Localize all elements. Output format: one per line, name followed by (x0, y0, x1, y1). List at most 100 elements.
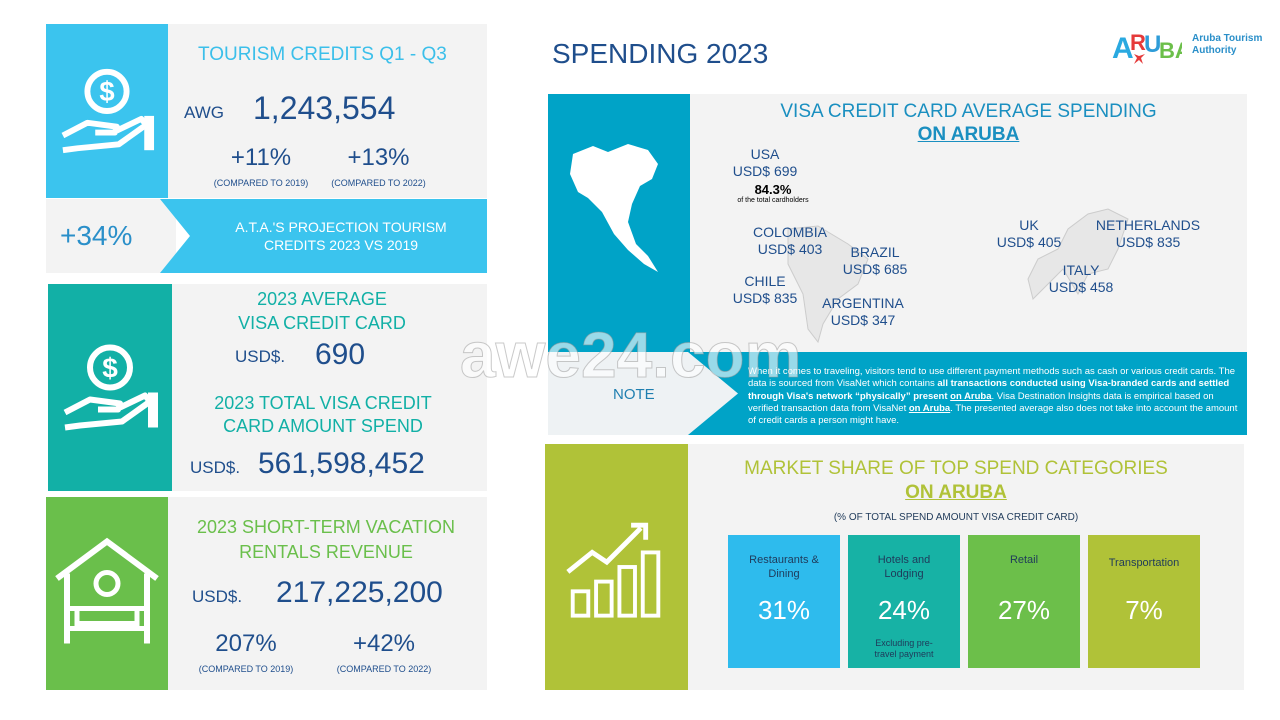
svg-text:BA: BA (1159, 38, 1182, 63)
country-value: USD$ 347 (830, 312, 896, 328)
market-title1: MARKET SHARE OF TOP SPEND CATEGORIES (744, 458, 1168, 479)
country-chile: CHILE USD$ 835 (720, 273, 810, 307)
rentals-title1: 2023 SHORT-TERM VACATION (196, 517, 456, 537)
change-2022: +13% (347, 144, 410, 171)
rentals-title2: RENTALS REVENUE (239, 542, 413, 562)
aruba-logo: ARUBA (1112, 26, 1191, 65)
svg-text:U: U (1144, 31, 1161, 58)
currency-label: USD$. (192, 587, 243, 606)
currency-label: USD$. (190, 458, 241, 477)
country-value: USD$ 835 (732, 290, 798, 306)
country-uk: UK USD$ 405 (984, 217, 1074, 251)
rentals-change-2022-note: (COMPARED TO 2022) (336, 664, 432, 674)
tile-restaurants: Restaurants & Dining 31% (728, 535, 840, 668)
projection-value: +34% (60, 220, 133, 251)
visa-avg-title2: VISA CREDIT CARD (238, 313, 406, 333)
visa-total-title1: 2023 TOTAL VISA CREDIT (214, 393, 432, 413)
tile-label: Retail (1009, 554, 1039, 566)
page-title: SPENDING 2023 (552, 38, 769, 69)
projection-line1: A.T.A.'S PROJECTION TOURISM (235, 219, 447, 235)
rentals-change-2019: 207% (215, 630, 277, 657)
country-name: ITALY (1062, 262, 1100, 278)
svg-text:$: $ (99, 76, 114, 107)
logo-text1: Aruba Tourism (1192, 33, 1263, 44)
tile-note: Excluding pre-travel payment (874, 638, 934, 659)
note-part: . Visa Destination Insights data is empi… (748, 390, 1214, 414)
visa-total-title2: CARD AMOUNT SPEND (223, 416, 423, 436)
tile-value: 27% (997, 595, 1051, 625)
country-value: USD$ 835 (1115, 234, 1181, 250)
visa-spending-panel: VISA CREDIT CARD AVERAGE SPENDING ON ARUB… (548, 94, 1247, 435)
tile-transportation: Transportation 7% (1088, 535, 1200, 668)
vacation-rentals-card: 2023 SHORT-TERM VACATION RENTALS REVENUE … (46, 497, 487, 690)
note-part: When it comes to traveling, visitors ten… (748, 366, 1236, 390)
country-value: USD$ 685 (842, 261, 908, 277)
visa-panel-title1: VISA CREDIT CARD AVERAGE SPENDING (780, 101, 1157, 122)
market-title2: ON ARUBA (905, 482, 1007, 503)
tile-label: Restaurants & Dining (749, 554, 819, 580)
note-underline: on Aruba (908, 402, 951, 414)
country-usa: USA USD$ 699 (720, 146, 810, 180)
currency-label: AWG (184, 103, 224, 122)
europe-map (1027, 208, 1129, 300)
currency-label: USD$. (235, 347, 286, 366)
country-value: USD$ 458 (1048, 279, 1114, 295)
country-name: NETHERLANDS (1095, 217, 1201, 233)
tourism-credits-card: $ TOURISM CREDITS Q1 - Q3 AWG 1,243,554 … (46, 24, 487, 273)
north-america-icon (570, 144, 658, 272)
tile-retail: Retail 27% (968, 535, 1080, 668)
projection-line2: CREDITS 2023 VS 2019 (263, 237, 419, 253)
svg-text:R: R (1130, 30, 1146, 55)
change-2019: +11% (230, 144, 292, 171)
tile-value: 31% (757, 595, 811, 625)
country-name: CHILE (744, 273, 786, 289)
note-part: . The presented average also does not ta… (748, 402, 1238, 427)
country-value: USD$ 405 (996, 234, 1062, 250)
credits-title: TOURISM CREDITS Q1 - Q3 (198, 44, 447, 65)
svg-text:A: A (1112, 32, 1134, 64)
country-argentina: ARGENTINA USD$ 347 (816, 295, 910, 329)
usa-share-note: of the total cardholders (737, 197, 809, 204)
rentals-change-2022: +42% (352, 630, 416, 657)
rentals-change-2019-note: (COMPARED TO 2019) (198, 664, 294, 674)
tile-hotels: Hotels and Lodging 24% Excluding pre-trave… (848, 535, 960, 668)
money-hand-icon: $ (46, 24, 168, 198)
logo-text2: Authority (1192, 45, 1237, 56)
watermark: awe24.com (460, 319, 803, 392)
projection-banner (160, 199, 487, 273)
tile-value: 7% (1125, 595, 1163, 625)
change-2019-note: (COMPARED TO 2019) (213, 178, 309, 188)
note-text: When it comes to traveling, visitors ten… (748, 366, 1238, 427)
tile-label: Hotels and Lodging (877, 554, 931, 580)
note-bold: all transactions conducted using Visa-br… (748, 378, 1230, 402)
note-underline: on Aruba (950, 390, 992, 402)
house-bed-icon (46, 497, 168, 690)
country-colombia: COLOMBIA USD$ 403 (745, 224, 835, 258)
growth-chart-icon (545, 444, 688, 690)
credits-amount: 1,243,554 (253, 90, 396, 126)
visa-avg-title1: 2023 AVERAGE (257, 289, 387, 309)
country-name: COLOMBIA (753, 224, 827, 240)
note-label: NOTE (613, 386, 655, 403)
country-name: BRAZIL (850, 244, 900, 260)
visa-total-amount: 561,598,452 (258, 447, 425, 480)
country-value: USD$ 403 (757, 241, 823, 257)
market-subtitle: (% OF TOTAL SPEND AMOUNT VISA CREDIT CAR… (833, 512, 1079, 523)
country-name: UK (1019, 217, 1039, 233)
americas-map-box (548, 94, 690, 352)
rentals-amount: 217,225,200 (276, 576, 443, 609)
money-hand-icon: $ (48, 284, 172, 491)
south-america-map (787, 225, 869, 344)
visa-avg-amount: 690 (315, 338, 366, 371)
visa-panel-title2: ON ARUBA (917, 124, 1020, 145)
tile-value: 24% (877, 595, 931, 625)
country-italy: ITALY USD$ 458 (1036, 262, 1126, 296)
tile-label: Transportation (1108, 557, 1180, 569)
country-value: USD$ 699 (732, 163, 798, 179)
visa-average-card: $ 2023 AVERAGE VISA CREDIT CARD USD$. 690… (48, 284, 487, 491)
svg-text:$: $ (102, 353, 118, 384)
country-name: ARGENTINA (822, 295, 904, 311)
country-name: USA (750, 146, 780, 162)
country-brazil: BRAZIL USD$ 685 (830, 244, 920, 278)
country-netherlands: NETHERLANDS USD$ 835 (1088, 217, 1208, 251)
